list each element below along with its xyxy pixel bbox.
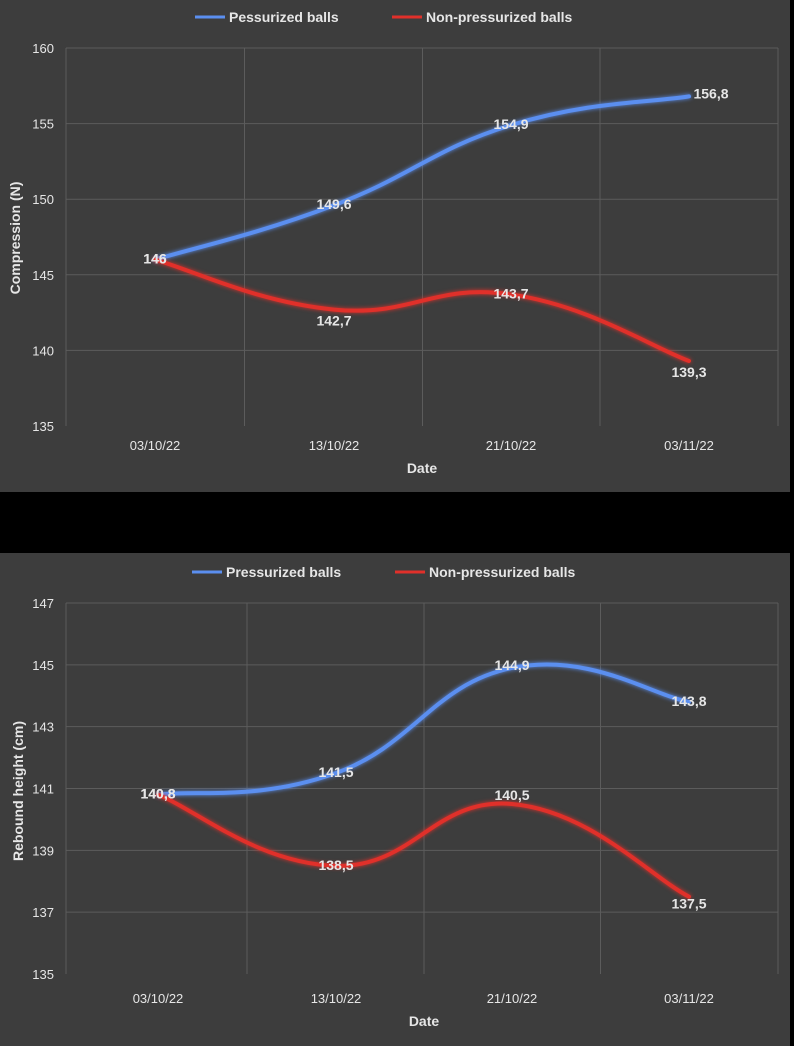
- data-label: 140,5: [494, 787, 529, 803]
- legend-label: Non-pressurized balls: [426, 9, 572, 25]
- data-label: 156,8: [693, 85, 728, 101]
- data-label: 149,6: [316, 196, 351, 212]
- data-label: 141,5: [318, 764, 353, 780]
- y-tick-label: 155: [32, 117, 54, 132]
- x-axis-title: Date: [407, 460, 438, 476]
- x-axis-title: Date: [409, 1013, 440, 1029]
- x-tick-label: 03/11/22: [664, 438, 714, 453]
- y-tick-label: 145: [32, 268, 54, 283]
- y-tick-label: 143: [32, 720, 54, 735]
- y-tick-label: 137: [32, 905, 54, 920]
- data-label: 143,8: [671, 693, 706, 709]
- y-tick-label: 150: [32, 192, 54, 207]
- series-line: [156, 792, 691, 899]
- legend-label: Non-pressurized balls: [429, 564, 575, 580]
- data-label: 140,8: [140, 786, 175, 802]
- data-label: 142,7: [316, 313, 351, 329]
- x-tick-label: 21/10/22: [486, 438, 537, 453]
- data-label: 137,5: [671, 896, 706, 912]
- data-label: 146: [143, 251, 167, 267]
- x-tick-label: 21/10/22: [487, 991, 538, 1006]
- series-line: [153, 257, 691, 363]
- compression-chart: 135 140 145 150 155 160 03/10/22 13/10/22 21/10…: [7, 9, 779, 476]
- x-tick-label: 03/10/22: [133, 991, 184, 1006]
- data-label: 138,5: [318, 857, 353, 873]
- y-axis-title: Rebound height (cm): [10, 721, 26, 861]
- x-tick-label: 13/10/22: [309, 438, 360, 453]
- y-axis-title: Compression (N): [7, 182, 23, 295]
- y-tick-label: 135: [32, 967, 54, 982]
- y-tick-label: 139: [32, 843, 54, 858]
- data-label: 144,9: [494, 657, 529, 673]
- y-tick-label: 147: [32, 596, 54, 611]
- y-tick-label: 160: [32, 41, 54, 56]
- y-tick-label: 140: [32, 343, 54, 358]
- y-tick-label: 135: [32, 419, 54, 434]
- data-label: 140,8: [140, 786, 175, 802]
- x-tick-label: 13/10/22: [311, 991, 362, 1006]
- series-line: [153, 94, 691, 262]
- x-tick-label: 03/11/22: [664, 991, 714, 1006]
- rebound-chart-panel: 135 137 139 141 143 145 147 03/10/22 13/10/22 21…: [0, 553, 790, 1046]
- rebound-chart: 135 137 139 141 143 145 147 03/10/22 13/10/22 21…: [10, 564, 779, 1029]
- data-label: 139,3: [671, 364, 706, 380]
- legend-label: Pessurized balls: [229, 9, 339, 25]
- legend-label: Pressurized balls: [226, 564, 341, 580]
- y-tick-label: 145: [32, 658, 54, 673]
- compression-chart-panel: 135 140 145 150 155 160 03/10/22 13/10/22 21/10…: [0, 0, 790, 492]
- x-tick-label: 03/10/22: [130, 438, 181, 453]
- data-label: 154,9: [493, 116, 528, 132]
- series-line: [156, 662, 691, 797]
- data-label: 146: [143, 251, 167, 267]
- y-tick-label: 141: [32, 782, 54, 797]
- data-label: 143,7: [493, 285, 528, 301]
